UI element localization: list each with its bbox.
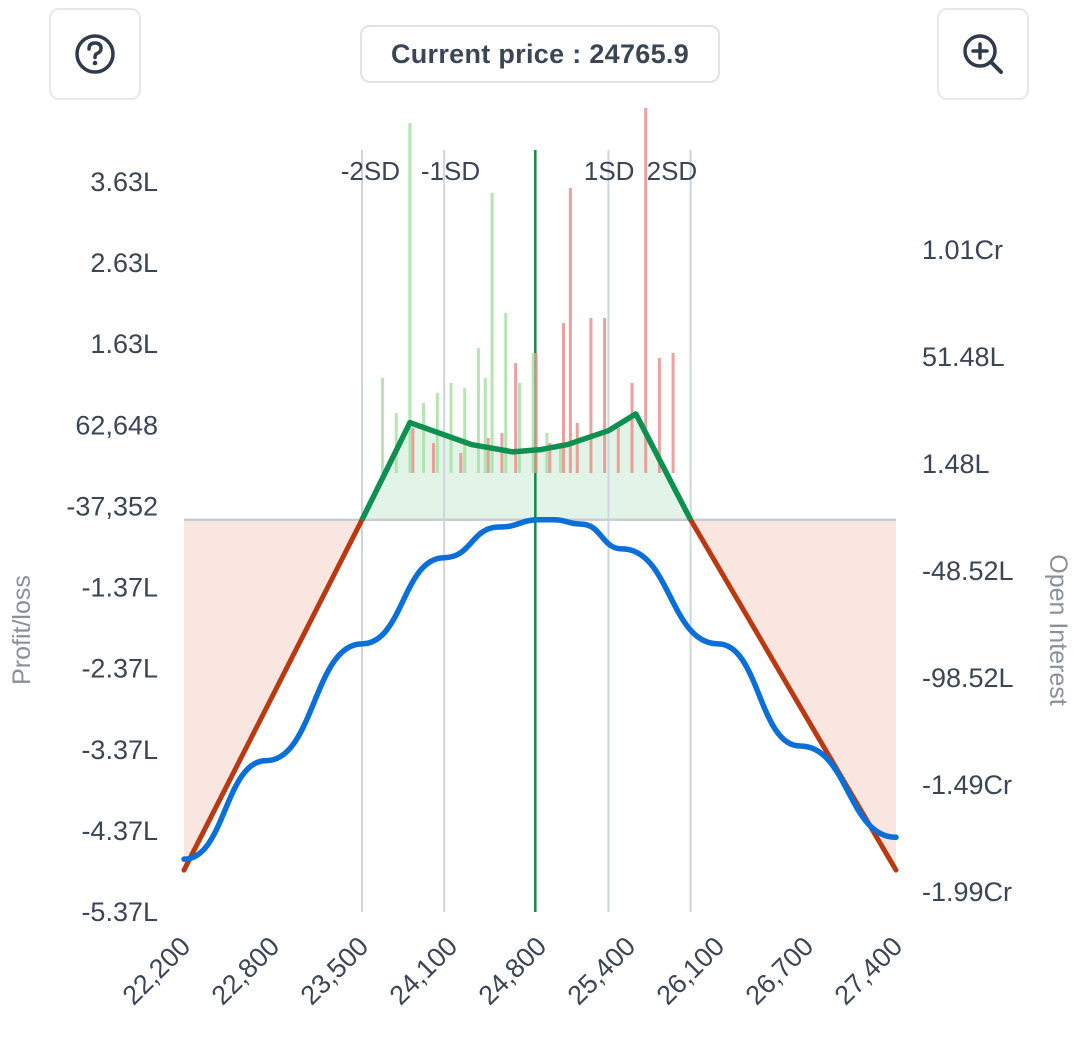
call-oi-bar xyxy=(568,188,572,473)
right-tick-label: -98.52L xyxy=(922,663,1014,693)
right-tick-label: -1.49Cr xyxy=(922,770,1012,800)
put-oi-bar xyxy=(381,378,385,473)
left-tick-label: 1.63L xyxy=(90,329,158,359)
right-tick-label: 1.01Cr xyxy=(922,235,1003,265)
question-circle-icon xyxy=(75,34,115,74)
target-payoff-line xyxy=(181,516,899,862)
x-tick-label: 27,400 xyxy=(829,931,909,1011)
put-oi-bar xyxy=(476,348,480,473)
right-tick-label: -48.52L xyxy=(922,556,1014,586)
call-oi-bar xyxy=(644,108,648,473)
left-axis-title: Profit/loss xyxy=(8,575,36,685)
current-price-value: 24765.9 xyxy=(589,38,690,69)
put-oi-bar xyxy=(422,403,426,473)
sd-lines xyxy=(361,150,692,912)
call-oi-bar xyxy=(616,428,620,473)
call-oi-bar xyxy=(459,453,463,473)
left-tick-label: -37,352 xyxy=(66,491,158,521)
current-price-badge: Current price : 24765.9 xyxy=(360,25,720,83)
call-oi-bar xyxy=(575,423,579,473)
right-tick-label: 51.48L xyxy=(922,342,1005,372)
put-oi-bar xyxy=(394,413,398,473)
expiry-loss-left xyxy=(181,517,365,873)
current-price-label: Current price : xyxy=(390,38,590,69)
left-tick-label: -2.37L xyxy=(81,654,158,684)
call-oi-bar xyxy=(630,383,634,473)
x-tick-label: 22,200 xyxy=(117,931,197,1011)
right-axis-title: Open Interest xyxy=(1044,554,1072,706)
put-oi-bar xyxy=(483,378,487,473)
pnl-fills xyxy=(184,413,896,871)
call-oi-bar xyxy=(671,353,675,473)
x-tick-label: 24,100 xyxy=(384,931,464,1011)
put-oi-bar xyxy=(490,193,494,473)
left-tick-label: -5.37L xyxy=(81,897,158,927)
x-tick-label: 22,800 xyxy=(206,931,286,1011)
call-oi-bar xyxy=(562,323,566,473)
right-tick-label: -1.99Cr xyxy=(922,877,1012,907)
x-tick-label: 23,500 xyxy=(295,931,375,1011)
right-tick-label: 1.48L xyxy=(922,449,990,479)
call-oi-bar xyxy=(486,438,490,473)
call-oi-bar xyxy=(548,443,552,473)
payoff-curves xyxy=(181,411,899,873)
put-oi-bar xyxy=(408,123,412,473)
call-oi-bar xyxy=(589,318,593,473)
put-oi-bar xyxy=(463,388,467,473)
x-tick-label: 24,800 xyxy=(473,931,553,1011)
help-button[interactable] xyxy=(49,8,141,100)
left-tick-label: 2.63L xyxy=(90,248,158,278)
call-oi-bar xyxy=(534,353,538,473)
put-oi-bar xyxy=(531,353,535,473)
expiry-profit-line xyxy=(359,411,694,521)
left-tick-label: -3.37L xyxy=(81,735,158,765)
put-oi-bar xyxy=(504,313,508,473)
zoom-in-icon xyxy=(963,34,1003,74)
left-tick-label: 3.63L xyxy=(90,167,158,197)
x-tick-label: 26,700 xyxy=(740,931,820,1011)
sd-label: 1SD xyxy=(584,156,635,186)
put-oi-bar xyxy=(449,383,453,473)
call-oi-bar xyxy=(514,363,518,473)
left-tick-label: 62,648 xyxy=(75,410,158,440)
call-oi-bar xyxy=(657,358,661,473)
call-oi-bar xyxy=(603,318,607,473)
x-tick-label: 25,400 xyxy=(562,931,642,1011)
zoom-button[interactable] xyxy=(937,8,1029,100)
call-oi-bar xyxy=(411,428,415,473)
left-tick-label: -1.37L xyxy=(81,573,158,603)
sd-label: -1SD xyxy=(421,156,480,186)
put-oi-bar xyxy=(559,443,563,473)
x-tick-label: 26,100 xyxy=(651,931,731,1011)
axis-labels: 3.63L 2.63L 1.63L 62,648 -37,352 -1.37L -2.37L… xyxy=(8,156,1072,1011)
call-oi-bar xyxy=(431,443,435,473)
sd-label: 2SD xyxy=(647,156,698,186)
left-tick-label: -4.37L xyxy=(81,816,158,846)
sd-label: -2SD xyxy=(341,156,400,186)
put-oi-bar xyxy=(517,383,521,473)
call-oi-bar xyxy=(500,433,504,473)
put-oi-bar xyxy=(545,433,549,473)
